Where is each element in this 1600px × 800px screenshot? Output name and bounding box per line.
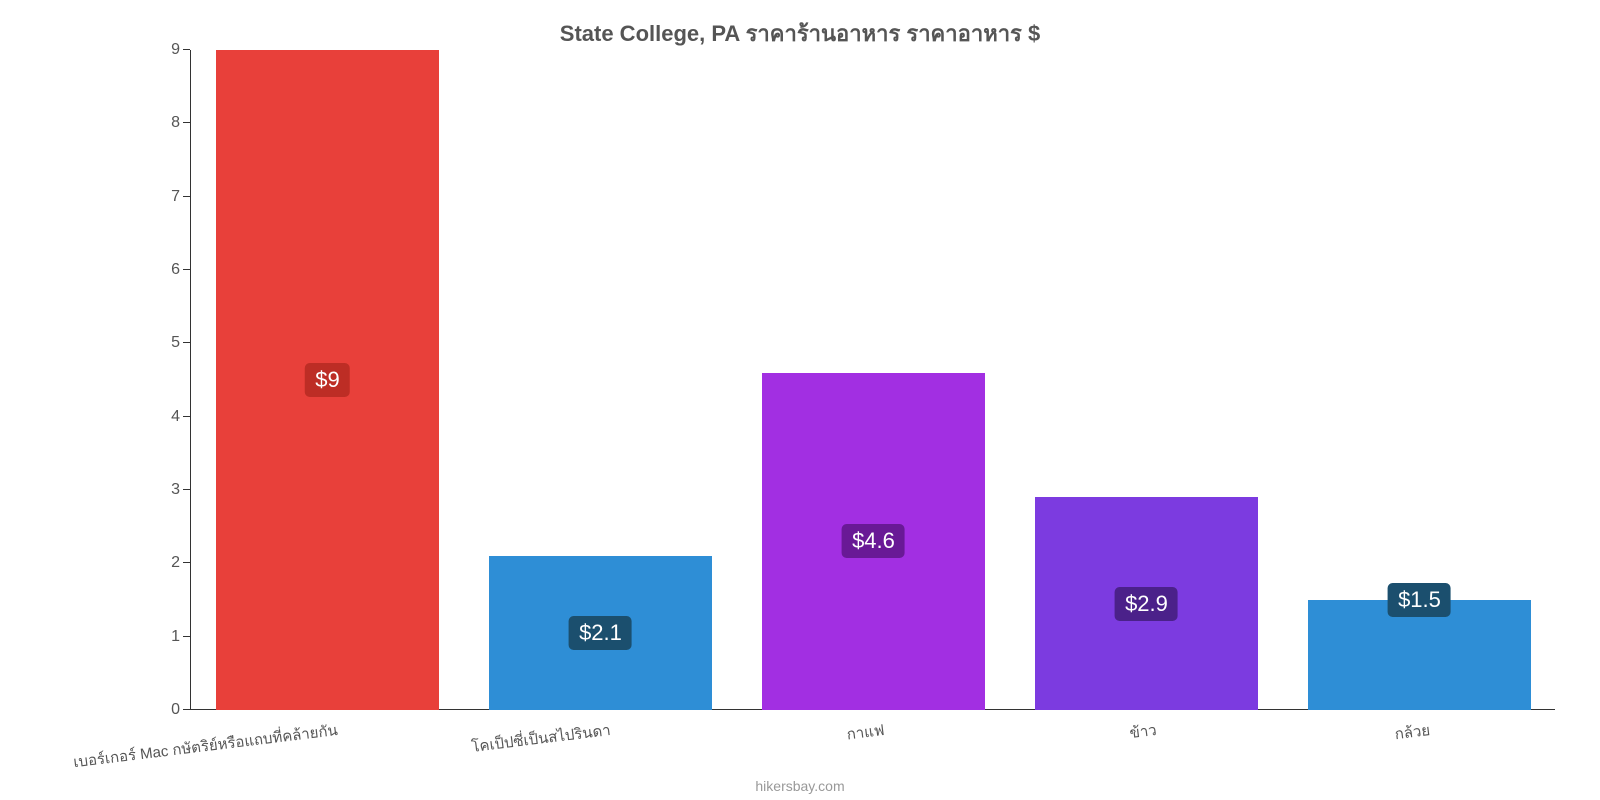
- y-tick-label: 9: [171, 41, 180, 59]
- bar-value-badge: $2.9: [1115, 587, 1178, 621]
- y-tick-label: 4: [171, 408, 180, 426]
- y-tick-mark: [183, 269, 190, 270]
- y-tick-mark: [183, 196, 190, 197]
- bar-value-badge: $2.1: [569, 616, 632, 650]
- y-tick-label: 5: [171, 334, 180, 352]
- y-tick-mark: [183, 562, 190, 563]
- y-tick-mark: [183, 49, 190, 50]
- y-axis: 0123456789: [0, 50, 190, 710]
- x-tick-label: โคเป็ปซี่เป็นสไปรินดา: [470, 718, 612, 759]
- x-tick-label: กล้วย: [1393, 718, 1431, 746]
- y-tick-label: 0: [171, 701, 180, 719]
- y-tick-label: 3: [171, 481, 180, 499]
- y-tick-mark: [183, 416, 190, 417]
- y-tick-mark: [183, 342, 190, 343]
- bar-value-badge: $9: [305, 363, 349, 397]
- bar-value-badge: $4.6: [842, 524, 905, 558]
- x-tick-label: กาแฟ: [845, 718, 885, 746]
- bar: $4.6: [762, 373, 986, 710]
- bar: $1.5: [1308, 600, 1532, 710]
- bar: $9: [216, 50, 440, 710]
- y-tick-mark: [183, 636, 190, 637]
- x-tick-label: ข้าว: [1129, 718, 1159, 745]
- attribution-text: hikersbay.com: [0, 778, 1600, 794]
- y-tick-label: 7: [171, 188, 180, 206]
- plot-area: $9 $2.1 $4.6 $2.9 $1.5: [190, 50, 1555, 710]
- bar-value-badge: $1.5: [1388, 583, 1451, 617]
- bar: $2.9: [1035, 497, 1259, 710]
- y-tick-label: 1: [171, 628, 180, 646]
- bar-chart: State College, PA ราคาร้านอาหาร ราคาอาหา…: [0, 0, 1600, 800]
- chart-title: State College, PA ราคาร้านอาหาร ราคาอาหา…: [0, 16, 1600, 51]
- bar: $2.1: [489, 556, 713, 710]
- y-tick-label: 6: [171, 261, 180, 279]
- y-tick-mark: [183, 122, 190, 123]
- y-tick-label: 8: [171, 114, 180, 132]
- y-tick-mark: [183, 709, 190, 710]
- x-tick-label: เบอร์เกอร์ Mac กษัตริย์หรือแถบที่คล้ายกั…: [72, 718, 339, 774]
- y-tick-mark: [183, 489, 190, 490]
- y-tick-label: 2: [171, 554, 180, 572]
